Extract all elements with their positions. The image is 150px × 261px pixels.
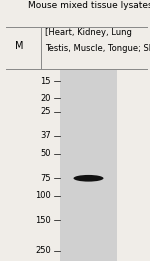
Text: Testis, Muscle, Tongue; Skin]: Testis, Muscle, Tongue; Skin] <box>45 44 150 53</box>
Text: 50: 50 <box>40 149 51 158</box>
Text: 150: 150 <box>35 216 51 225</box>
Bar <box>60 70 117 261</box>
Text: 75: 75 <box>40 174 51 183</box>
Text: Mouse mixed tissue lysates: Mouse mixed tissue lysates <box>28 1 150 10</box>
Text: 37: 37 <box>40 131 51 140</box>
Text: 15: 15 <box>40 76 51 86</box>
Ellipse shape <box>74 175 104 182</box>
Text: 20: 20 <box>40 94 51 103</box>
Text: M: M <box>15 41 24 51</box>
Text: 25: 25 <box>40 107 51 116</box>
Text: 250: 250 <box>35 246 51 256</box>
Text: 100: 100 <box>35 191 51 200</box>
Text: [Heart, Kidney, Lung: [Heart, Kidney, Lung <box>45 28 132 37</box>
